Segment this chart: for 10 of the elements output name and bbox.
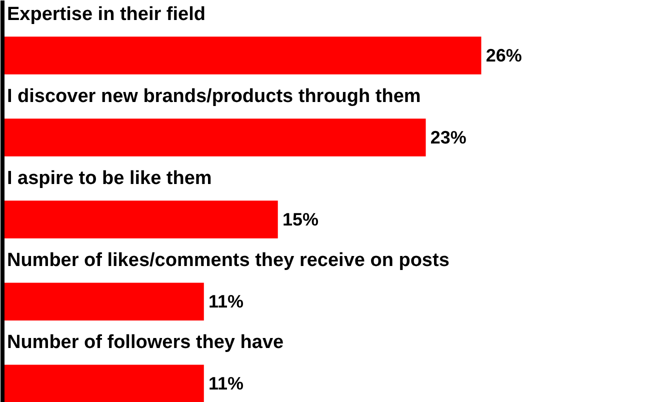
- data-label: 23%: [430, 128, 466, 148]
- y-tick-label: I aspire to be like them: [6, 168, 212, 190]
- data-label: 11%: [208, 374, 244, 394]
- y-tick-label: I discover new brands/products through them: [6, 86, 421, 107]
- y-tick-label: Expertise in their field: [6, 4, 206, 25]
- y-tick-label: Number of followers they have: [6, 332, 284, 354]
- y-tick-label: Number of likes/comments they receive on posts: [6, 250, 450, 272]
- data-label: 26%: [486, 45, 522, 66]
- data-label: 11%: [208, 292, 244, 312]
- data-label: 15%: [282, 210, 319, 230]
